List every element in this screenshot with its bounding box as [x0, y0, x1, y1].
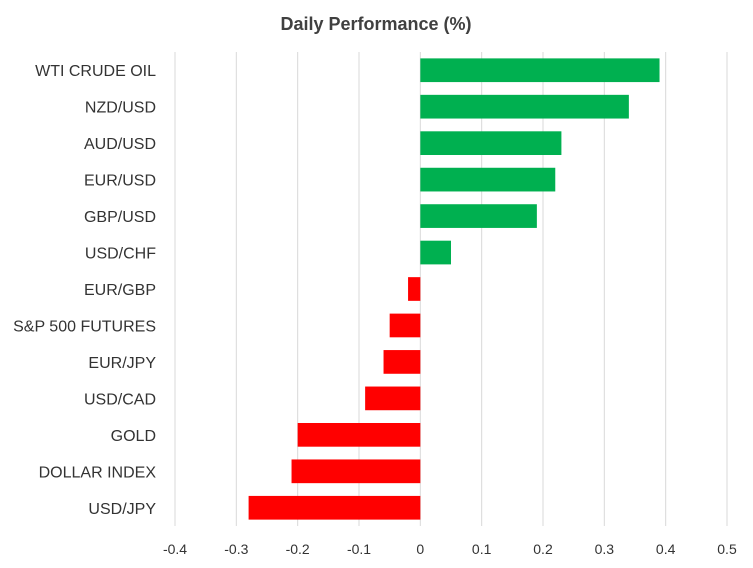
category-label: USD/CAD	[84, 391, 156, 408]
category-label: WTI CRUDE OIL	[35, 63, 156, 80]
chart-title: Daily Performance (%)	[280, 14, 471, 34]
category-label: GOLD	[111, 428, 156, 445]
x-tick-label: 0.4	[656, 541, 676, 557]
x-axis-ticks: -0.4 -0.3 -0.2 -0.1 0 0.1 0.2 0.3 0.4 0.5	[163, 541, 737, 557]
x-tick-label: -0.1	[347, 541, 371, 557]
category-label: DOLLAR INDEX	[39, 464, 157, 481]
bar	[420, 58, 660, 83]
bars	[248, 58, 660, 520]
x-tick-label: 0.1	[472, 541, 492, 557]
x-tick-label: 0.2	[533, 541, 553, 557]
category-label: USD/JPY	[88, 501, 156, 518]
category-label: EUR/JPY	[88, 355, 156, 372]
category-label: USD/CHF	[85, 246, 156, 263]
bar	[383, 350, 421, 374]
category-label: S&P 500 FUTURES	[13, 318, 156, 335]
bar	[365, 386, 421, 411]
category-label: AUD/USD	[84, 136, 156, 153]
x-tick-label: -0.4	[163, 541, 187, 557]
x-tick-label: -0.3	[224, 541, 248, 557]
x-tick-label: 0	[416, 541, 424, 557]
bar	[420, 204, 537, 228]
bar	[291, 459, 421, 484]
category-label: GBP/USD	[84, 209, 156, 226]
bar	[389, 313, 421, 338]
category-labels: WTI CRUDE OIL NZD/USD AUD/USD EUR/USD GBP/US…	[13, 63, 156, 518]
bar	[420, 94, 629, 119]
x-tick-label: 0.3	[595, 541, 615, 557]
bar	[297, 422, 421, 447]
bar	[248, 495, 421, 520]
bar	[408, 277, 421, 301]
bar	[420, 167, 556, 192]
bar	[420, 131, 562, 156]
gridlines	[174, 52, 728, 526]
category-label: EUR/USD	[84, 173, 156, 190]
x-tick-label: 0.5	[717, 541, 737, 557]
category-label: NZD/USD	[85, 100, 156, 117]
bar	[420, 240, 451, 265]
x-tick-label: -0.2	[286, 541, 310, 557]
category-label: EUR/GBP	[84, 282, 156, 299]
